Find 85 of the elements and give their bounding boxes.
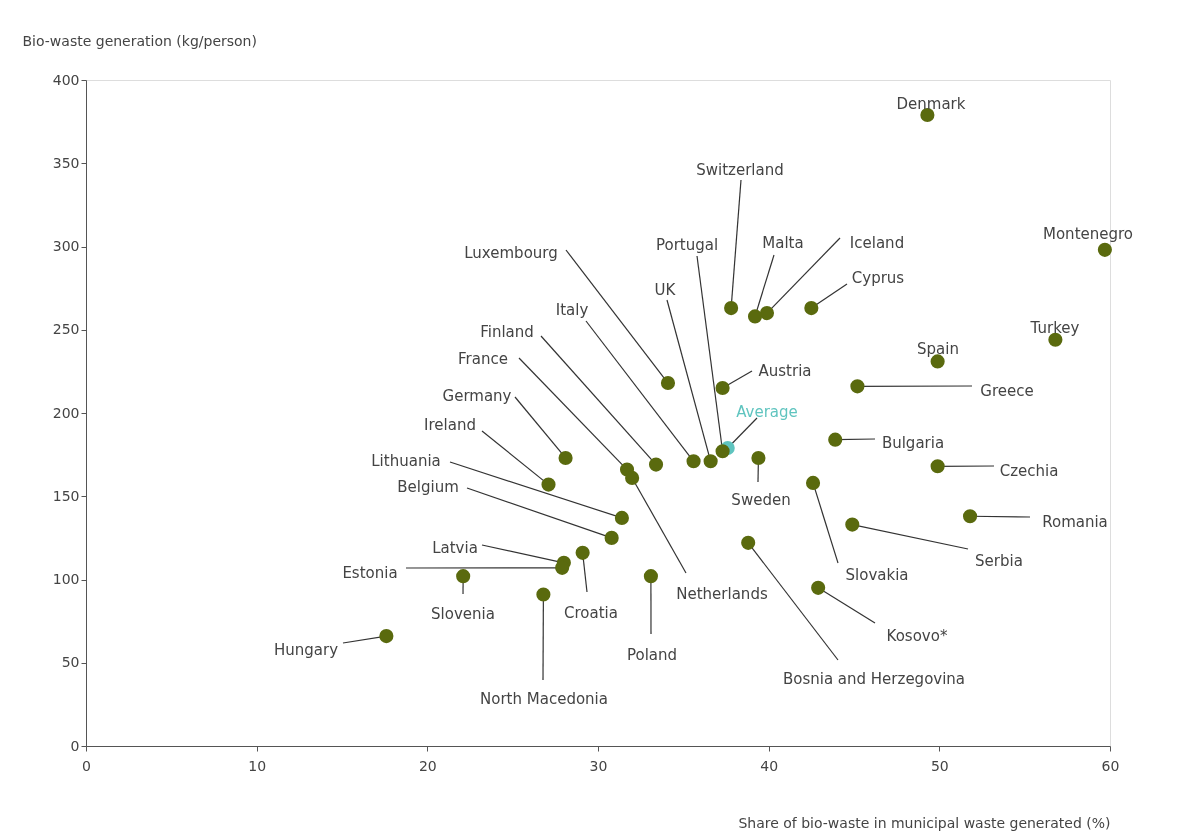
annotation: Kosovo* [886, 627, 948, 645]
annotation: Turkey [1029, 319, 1080, 337]
x-tick-label: 60 [1101, 757, 1120, 774]
annotation: Finland [480, 323, 534, 341]
annotation: Iceland [849, 234, 905, 252]
annotation: Czechia [999, 462, 1059, 480]
point [614, 510, 629, 525]
point [648, 457, 664, 472]
annotation: Bosnia and Herzegovina [782, 670, 966, 688]
annotation: Slovakia [845, 566, 909, 584]
point [715, 444, 730, 459]
point [751, 450, 766, 466]
annotation: Poland [626, 646, 678, 664]
annotation: Spain [917, 340, 959, 358]
point [741, 535, 756, 550]
point [811, 580, 826, 595]
x-tick-label: 20 [418, 757, 437, 774]
x-tick-label: 50 [930, 757, 949, 774]
annotation: Sweden [731, 491, 791, 509]
annotation: Serbia [975, 552, 1023, 570]
point [558, 450, 573, 466]
point [850, 379, 865, 394]
point [575, 545, 590, 560]
x-tick-label: 10 [248, 757, 267, 774]
annotation: Latvia [432, 539, 478, 557]
point [456, 569, 471, 584]
annotation: Slovenia [431, 605, 495, 623]
annotation: Greece [980, 382, 1034, 400]
y-tick-label: 150 [52, 487, 80, 504]
point [1097, 242, 1112, 257]
annotation: Hungary [273, 641, 339, 659]
point [703, 454, 718, 469]
y-tick-label: 100 [52, 571, 80, 587]
annotation: Ireland [424, 416, 476, 434]
y-tick-label: 250 [52, 321, 80, 338]
point [805, 475, 821, 490]
annotation: Bulgaria [881, 434, 945, 452]
x-axis-title: Share of bio-waste in municipal waste generated (%) [738, 814, 1111, 831]
point [686, 454, 701, 469]
annotation: Switzerland [696, 161, 784, 179]
point [804, 301, 819, 316]
annotation: Denmark [896, 95, 966, 113]
y-axis-title: Bio-waste generation (kg/person) [22, 32, 257, 49]
point [625, 470, 640, 485]
point [604, 530, 619, 545]
point [660, 375, 676, 391]
point [828, 432, 843, 447]
point [962, 509, 978, 524]
annotation: UK [654, 281, 677, 299]
point [724, 301, 739, 316]
annotation: Lithuania [371, 452, 441, 470]
x-tick-label: 30 [589, 757, 608, 774]
point [536, 587, 551, 602]
annotation: Austria [758, 362, 812, 380]
annotation: Germany [442, 387, 512, 405]
point [379, 629, 394, 644]
annotation: Croatia [564, 604, 618, 622]
annotation: Luxembourg [464, 244, 558, 262]
point [747, 309, 763, 324]
x-tick-label: 40 [760, 757, 779, 774]
annotation: Netherlands [676, 585, 768, 603]
y-tick-label: 350 [52, 154, 80, 171]
annotation: Estonia [342, 564, 398, 582]
annotation: North Macedonia [480, 690, 608, 708]
point [930, 459, 945, 474]
annotation: Italy [555, 301, 589, 319]
annotation: Cyprus [851, 269, 905, 287]
y-tick-label: 200 [52, 404, 80, 421]
point [715, 380, 730, 396]
x-tick-label: 0 [82, 757, 91, 774]
annotation: France [458, 350, 508, 368]
annotation: Malta [762, 234, 804, 252]
point [759, 306, 775, 321]
y-tick-label: 50 [61, 654, 80, 671]
point [845, 517, 860, 532]
annotation: Montenegro [1042, 225, 1134, 243]
annotation: Belgium [397, 478, 459, 496]
y-tick-label: 300 [52, 238, 80, 254]
point [643, 569, 658, 584]
annotation: Romania [1042, 513, 1108, 531]
y-tick-label: 0 [70, 737, 80, 754]
y-tick-label: 400 [52, 71, 80, 88]
annotation: Average [736, 403, 798, 421]
point [541, 477, 556, 492]
annotation: Portugal [655, 236, 719, 254]
